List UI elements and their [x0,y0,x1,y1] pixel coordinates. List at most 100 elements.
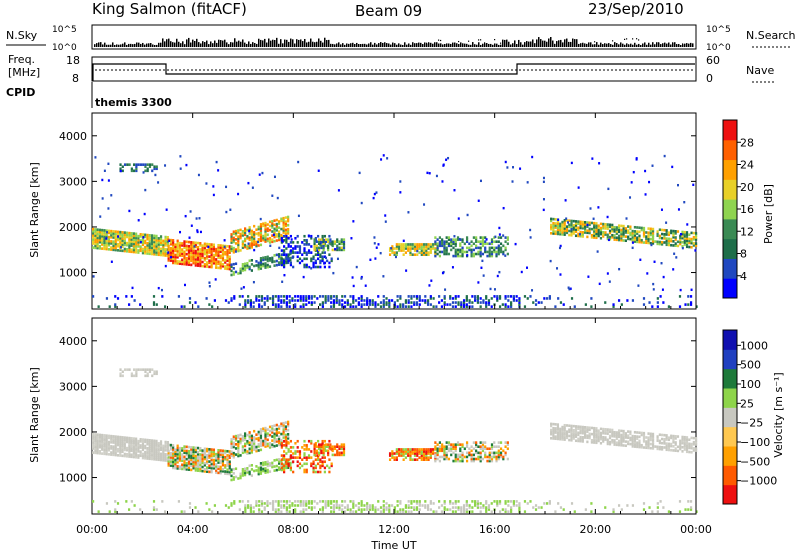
velocity-cell [280,458,283,461]
velocity-cell [266,428,269,431]
power-cell [421,299,424,302]
velocity-cell [438,441,441,444]
power-cell [647,233,650,237]
velocity-cell [305,462,308,466]
velocity-cell [651,447,655,450]
velocity-cell [315,445,318,448]
power-cell [667,237,671,241]
power-cell [681,240,684,244]
power-cell [201,254,204,258]
velocity-cell [257,472,260,476]
velocity-cell [490,457,494,461]
power-cell [196,230,199,234]
power-cell [577,186,580,189]
power-cell [658,228,661,232]
velocity-cell [123,444,126,448]
velocity-cell [328,466,331,470]
power-cell [269,244,272,247]
velocity-cell [208,454,211,457]
velocity-cell [554,431,557,434]
velocity-cell [284,425,287,428]
power-cell [206,250,209,254]
velocity-cell [342,447,346,451]
power-cell [261,171,264,175]
power-cell [388,253,392,256]
velocity-cell [264,437,267,440]
velocity-cell [679,443,682,447]
noise-bar [538,37,540,47]
velocity-cell [246,450,249,453]
power-cell [602,224,605,228]
velocity-cell [277,425,281,428]
power-cell [656,242,659,246]
noise-dot [536,41,538,43]
power-cell [554,230,557,233]
velocity-cell [497,445,500,448]
velocity-cell [224,451,227,455]
power-cell [418,295,421,298]
velocity-cell [341,508,344,511]
noise-bar [350,43,352,47]
power-cell [314,259,317,263]
power-cell [393,301,396,304]
power-cell [230,263,233,267]
power-cell [296,259,299,263]
velocity-cell [157,442,160,445]
power-cell [273,175,276,179]
velocity-cell [674,447,677,450]
power-cell [445,236,448,239]
power-cell [135,238,138,242]
power-cell [577,228,580,232]
velocity-cell [425,450,428,453]
power-cell [502,252,505,256]
power-cell [210,245,213,248]
velocity-cell [393,510,396,513]
velocity-cell [572,431,575,434]
power-cell [199,252,202,255]
velocity-cell [429,454,432,457]
power-cell [253,237,256,240]
velocity-cell [631,443,634,446]
velocity-cell [280,432,283,436]
noise-dot [524,43,526,46]
velocity-cell [190,458,193,461]
velocity-cell [190,450,193,453]
power-cell [174,243,177,247]
velocity-cell [203,468,206,471]
power-cell [581,224,584,228]
velocity-cell [206,453,209,457]
velocity-cell [465,500,468,503]
power-cell [139,233,142,236]
power-cell [284,224,287,228]
velocity-cell [510,500,513,503]
power-cell [187,263,191,266]
noise-bar [220,40,222,47]
noise-dot [482,44,484,46]
velocity-cell [273,428,276,432]
power-cell [119,232,122,236]
power-cell [568,229,571,233]
velocity-cell [584,430,587,433]
velocity-cell [258,510,261,513]
noise-bar [594,44,596,47]
velocity-cell [552,426,555,430]
power-cell [135,248,138,252]
power-cell [443,250,446,254]
power-cell [155,167,158,171]
velocity-cell [285,508,288,511]
velocity-cell [128,455,131,458]
velocity-cell [176,448,179,452]
velocity-cell [429,448,432,451]
power-cell [322,242,325,246]
noise-bar [586,43,588,47]
velocity-cell [234,434,238,438]
power-cell [262,224,265,228]
velocity-cell [694,443,698,446]
power-cell [246,266,249,269]
velocity-cell [608,430,612,434]
velocity-cell [228,450,231,453]
power-cell [676,240,680,244]
power-cell [310,236,313,240]
power-cell [504,240,507,243]
velocity-cell [157,446,160,449]
